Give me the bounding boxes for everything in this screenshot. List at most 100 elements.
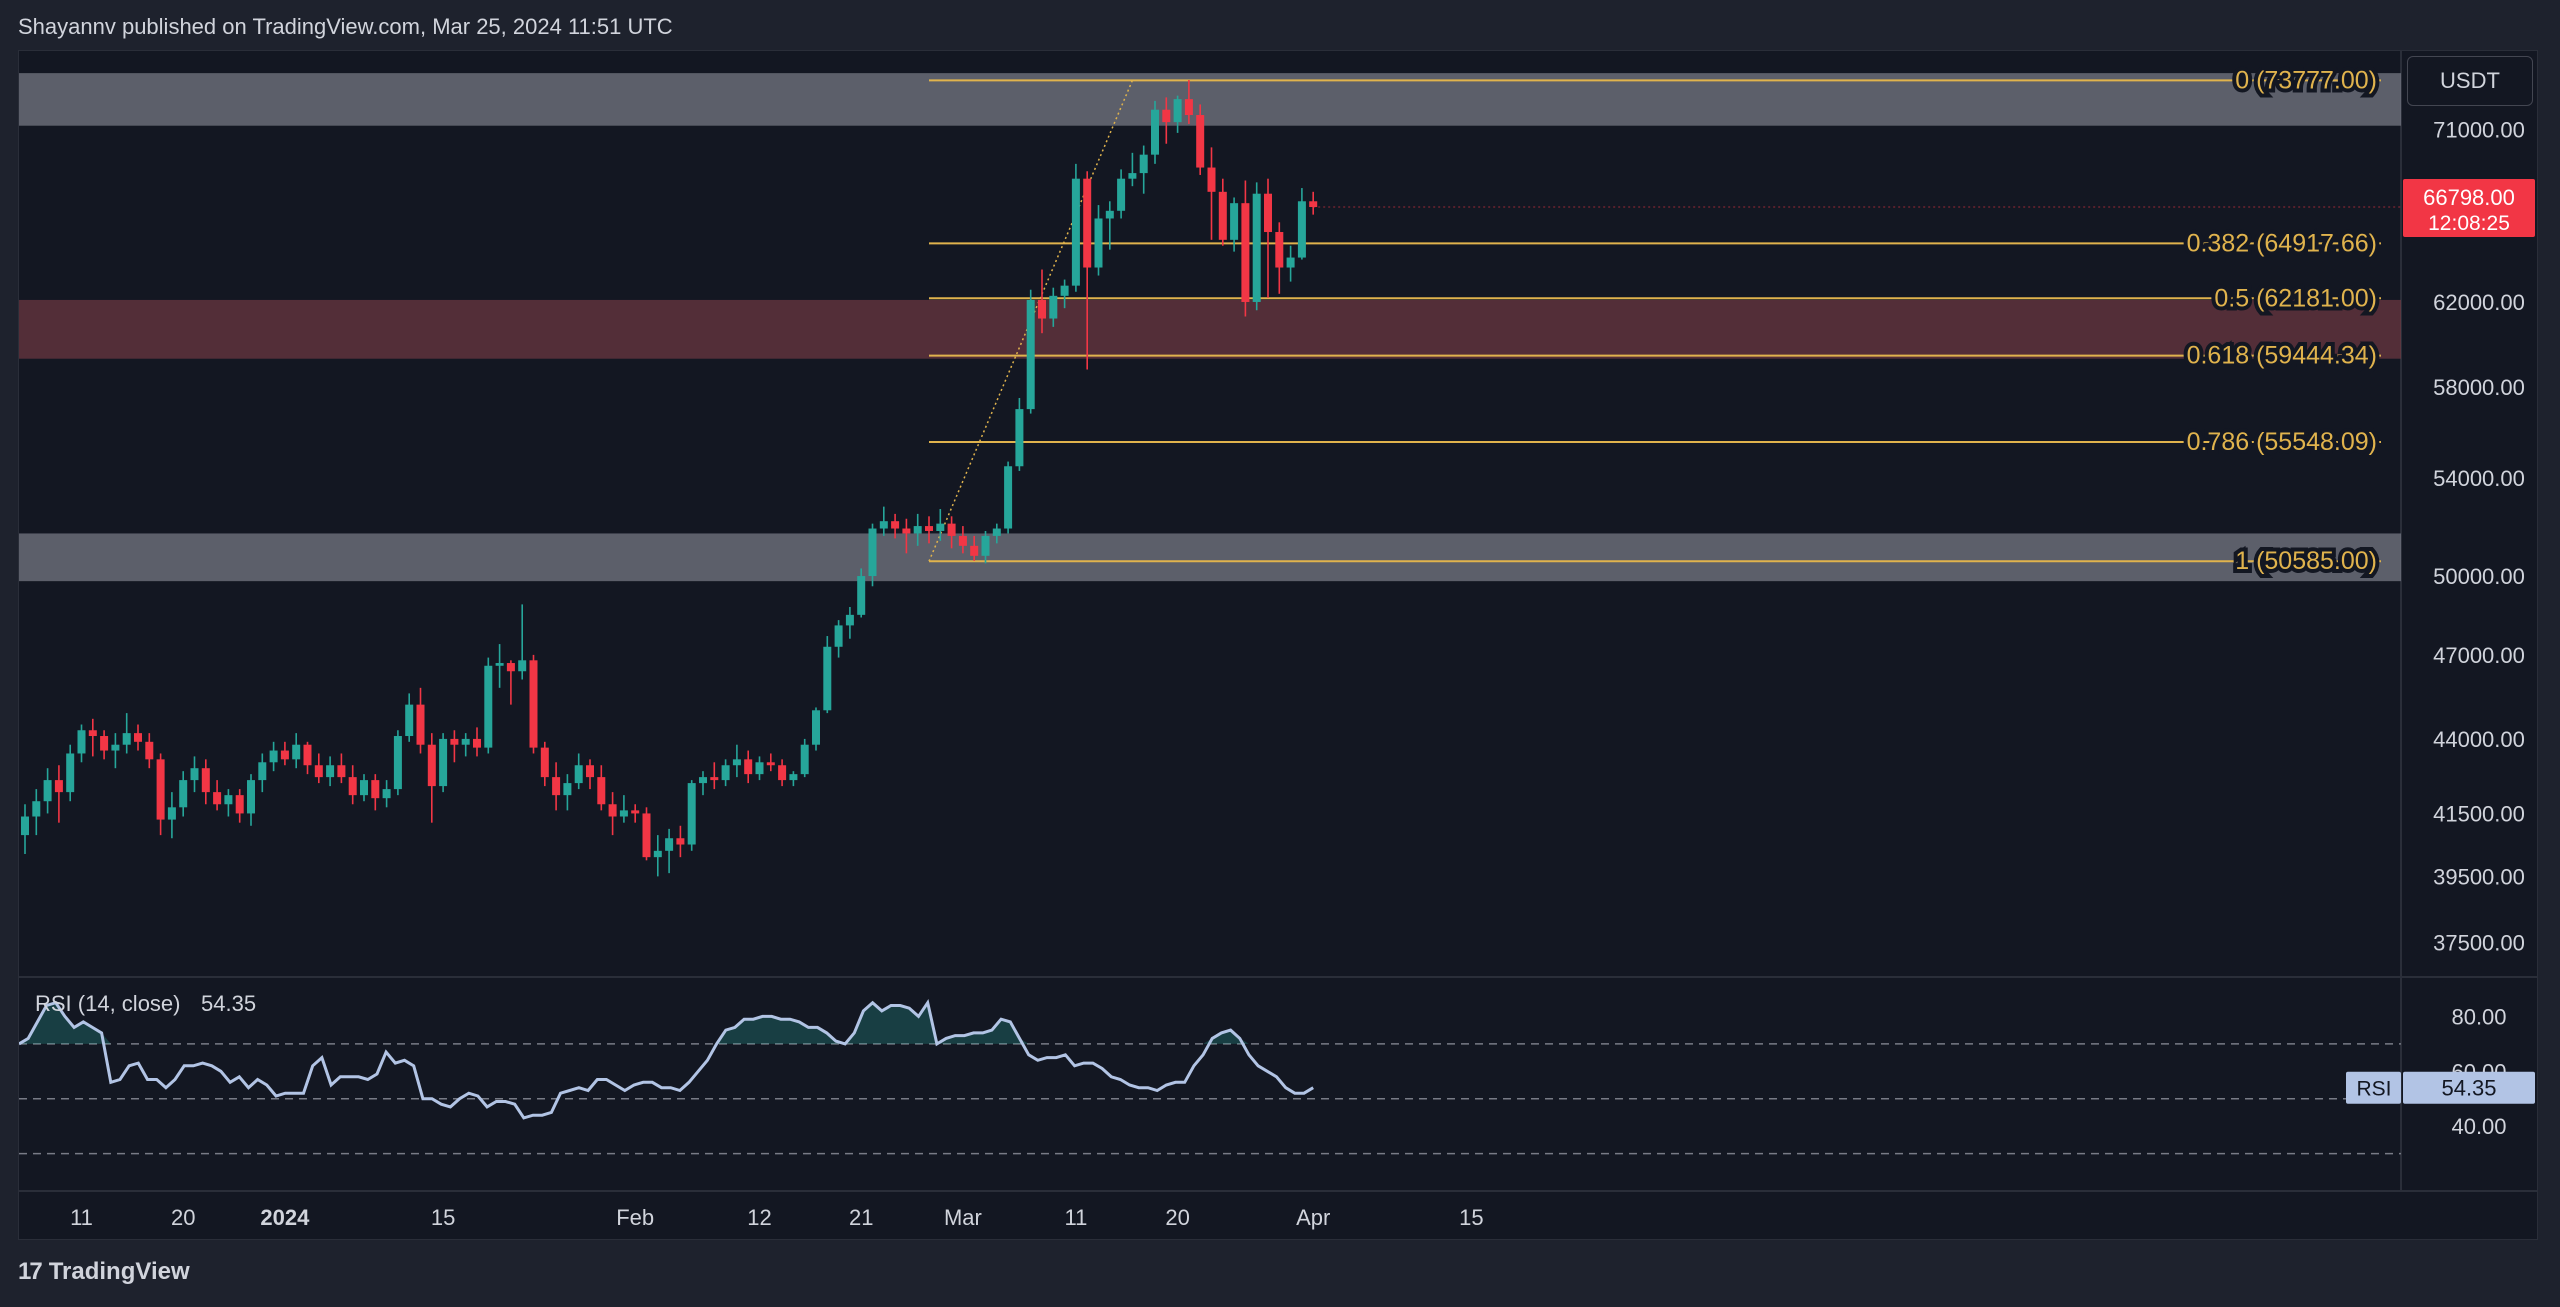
candle-down — [134, 733, 142, 742]
candle-down — [1185, 99, 1193, 115]
candle-down — [213, 792, 221, 804]
candle-down — [428, 745, 436, 786]
candle-up — [439, 739, 447, 786]
price-tick-label: 62000.00 — [2433, 290, 2525, 315]
date-tick-label: 11 — [1064, 1205, 1087, 1230]
candle-down — [925, 526, 933, 531]
candle-down — [1162, 110, 1170, 122]
candle-up — [78, 730, 86, 753]
candle-down — [55, 780, 63, 792]
rsi-legend-value: 54.35 — [201, 991, 256, 1016]
candle-down — [710, 777, 718, 780]
rsi-line — [19, 1003, 1313, 1118]
fib-level-label: 0.786 (55548.09) — [2187, 428, 2377, 456]
current-price-countdown: 12:08:25 — [2428, 212, 2510, 235]
date-tick-label: 15 — [1459, 1205, 1483, 1230]
zone-support — [19, 533, 2401, 581]
candle-up — [857, 576, 865, 615]
zone-support-flip — [19, 300, 2401, 359]
candle-up — [1151, 110, 1159, 155]
candle-up — [699, 777, 707, 783]
candle-up — [1287, 258, 1295, 268]
candle-down — [1264, 194, 1272, 232]
candle-down — [1083, 179, 1091, 268]
candle-down — [100, 736, 108, 751]
rsi-tick-label: 40.00 — [2451, 1114, 2506, 1139]
candle-up — [846, 615, 854, 626]
candle-up — [563, 783, 571, 795]
candle-up — [1061, 286, 1069, 296]
candle-up — [496, 663, 504, 666]
candle-down — [202, 768, 210, 792]
tradingview-logo-icon: 17 — [18, 1258, 41, 1286]
candle-down — [970, 546, 978, 556]
candle-up — [258, 762, 266, 780]
price-tick-label: 54000.00 — [2433, 466, 2525, 491]
date-tick-label: Feb — [616, 1205, 654, 1230]
candle-down — [948, 524, 956, 536]
candle-down — [902, 529, 910, 534]
candle-up — [1253, 194, 1261, 302]
candle-up — [1174, 99, 1182, 122]
candle-down — [371, 780, 379, 798]
candle-up — [1015, 409, 1023, 466]
date-tick-label: Mar — [944, 1205, 982, 1230]
candle-down — [417, 705, 425, 745]
date-tick-label: 20 — [1165, 1205, 1189, 1230]
candle-down — [304, 745, 312, 766]
candle-down — [507, 663, 515, 671]
price-tick-label: 44000.00 — [2433, 727, 2525, 752]
chart-panel[interactable]: 37500.00 39500.00 41500.00 44000.00 47000.00… — [18, 50, 2538, 1240]
candle-up — [224, 795, 232, 804]
candle-down — [281, 751, 289, 760]
date-tick-label: 15 — [431, 1205, 455, 1230]
candle-up — [394, 736, 402, 789]
candle-up — [835, 625, 843, 646]
candle-up — [383, 789, 391, 798]
candle-down — [236, 795, 244, 813]
candle-down — [1241, 203, 1249, 302]
candle-up — [484, 666, 492, 748]
candle-up — [518, 660, 526, 671]
candle-up — [32, 801, 40, 816]
candle-down — [89, 730, 97, 736]
date-tick-label: 12 — [747, 1205, 771, 1230]
price-chart-svg[interactable]: 37500.00 39500.00 41500.00 44000.00 47000.00… — [19, 51, 2538, 1240]
candle-up — [168, 807, 176, 819]
candle-down — [597, 777, 605, 804]
candle-down — [1309, 201, 1317, 207]
candle-up — [1027, 300, 1035, 409]
candle-down — [1275, 232, 1283, 268]
candle-down — [959, 536, 967, 546]
publisher-header: Shayannv published on TradingView.com, M… — [18, 14, 673, 40]
fib-level-label: 0 (73777.00) — [2235, 66, 2377, 94]
candle-up — [1049, 296, 1057, 319]
price-tick-label: 41500.00 — [2433, 801, 2525, 826]
candle-down — [1038, 300, 1046, 319]
price-tick-label: 50000.00 — [2433, 564, 2525, 589]
candle-down — [1219, 192, 1227, 240]
candle-up — [111, 745, 119, 751]
candle-down — [157, 759, 165, 819]
candle-up — [191, 768, 199, 780]
candle-up — [247, 780, 255, 813]
candle-up — [733, 759, 741, 765]
current-price-value: 66798.00 — [2423, 185, 2515, 210]
price-tick-label: 39500.00 — [2433, 864, 2525, 889]
candle-up — [620, 810, 628, 816]
candle-up — [801, 745, 809, 774]
footer-brand[interactable]: 17 TradingView — [18, 1258, 190, 1286]
candle-down — [473, 739, 481, 748]
candle-up — [1128, 173, 1136, 179]
fib-level-label: 0.5 (62181.00) — [2214, 284, 2377, 312]
currency-select-button[interactable]: USDT — [2407, 56, 2533, 106]
candle-up — [756, 762, 764, 774]
candle-down — [145, 742, 153, 760]
date-tick-label: 20 — [171, 1205, 195, 1230]
date-tick-label: Apr — [1296, 1205, 1330, 1230]
candle-down — [744, 759, 752, 774]
price-tick-label: 71000.00 — [2433, 117, 2525, 142]
candle-down — [609, 804, 617, 816]
candle-down — [586, 765, 594, 777]
price-tick-label: 58000.00 — [2433, 375, 2525, 400]
